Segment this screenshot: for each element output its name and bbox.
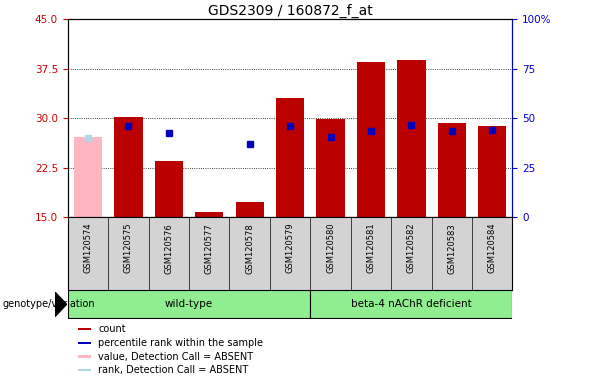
Bar [78, 328, 91, 330]
Text: GSM120583: GSM120583 [447, 223, 456, 273]
Text: genotype/variation: genotype/variation [3, 299, 95, 310]
Bar [438, 123, 466, 217]
Bar [195, 212, 223, 217]
Text: percentile rank within the sample: percentile rank within the sample [98, 338, 263, 348]
Bar [74, 137, 102, 217]
Bar [78, 369, 91, 371]
Text: value, Detection Call = ABSENT: value, Detection Call = ABSENT [98, 351, 254, 362]
Bar [478, 126, 507, 217]
Bar [397, 60, 425, 217]
Bar [155, 161, 183, 217]
Text: GSM120576: GSM120576 [164, 223, 173, 273]
Text: rank, Detection Call = ABSENT: rank, Detection Call = ABSENT [98, 365, 249, 375]
Bar [78, 342, 91, 344]
Text: GSM120582: GSM120582 [407, 223, 416, 273]
Bar [357, 62, 385, 217]
Bar [276, 98, 305, 217]
Text: GSM120574: GSM120574 [84, 223, 92, 273]
Text: GSM120578: GSM120578 [245, 223, 254, 273]
Bar [78, 356, 91, 358]
Text: GSM120580: GSM120580 [326, 223, 335, 273]
Text: GSM120575: GSM120575 [124, 223, 133, 273]
FancyBboxPatch shape [68, 291, 310, 318]
Polygon shape [55, 292, 67, 317]
Text: GSM120581: GSM120581 [366, 223, 375, 273]
Title: GDS2309 / 160872_f_at: GDS2309 / 160872_f_at [208, 4, 372, 18]
Bar [316, 119, 345, 217]
Bar [114, 117, 143, 217]
Text: GSM120579: GSM120579 [286, 223, 294, 273]
Text: GSM120577: GSM120577 [205, 223, 214, 273]
FancyBboxPatch shape [310, 291, 512, 318]
Text: GSM120584: GSM120584 [488, 223, 497, 273]
Text: count: count [98, 324, 126, 334]
Text: beta-4 nAChR deficient: beta-4 nAChR deficient [351, 299, 472, 310]
Text: wild-type: wild-type [165, 299, 213, 310]
Bar [236, 202, 264, 217]
